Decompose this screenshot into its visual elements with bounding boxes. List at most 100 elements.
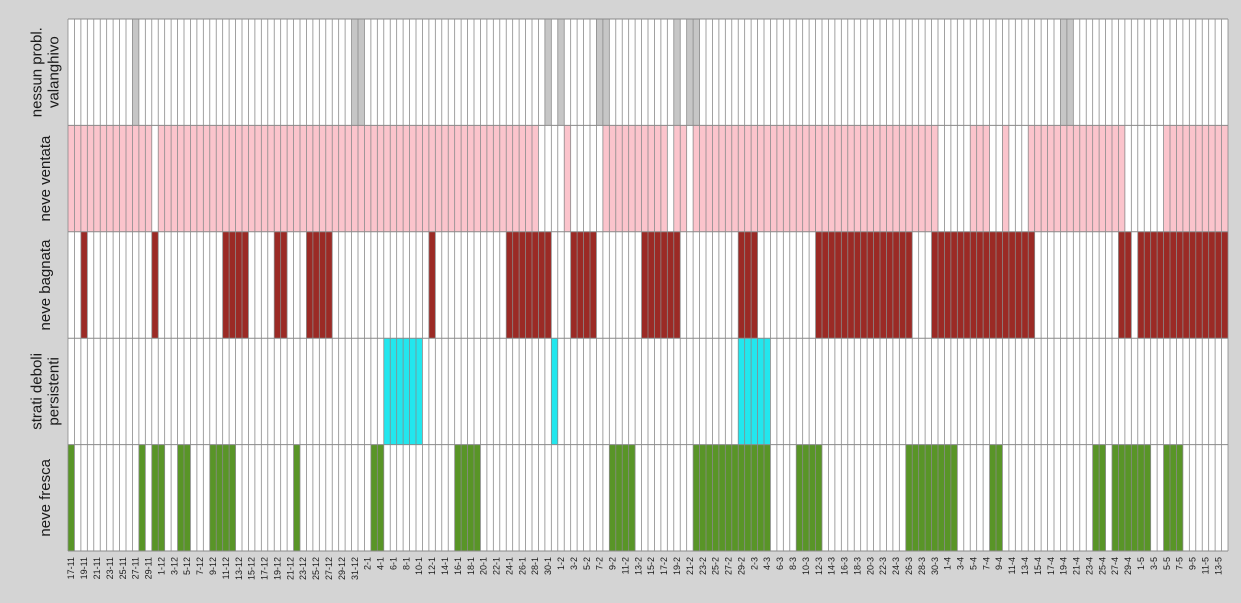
cell-1-118	[828, 125, 835, 232]
cell-1-35	[293, 125, 300, 232]
cell-4-144	[996, 444, 1003, 551]
cell-2-143	[989, 231, 996, 339]
row-labels: nessun probl. valanghivo neve ventata neve …	[28, 27, 62, 536]
cell-2-79	[577, 231, 584, 339]
cell-4-18	[184, 444, 191, 551]
tick-label-47: 19-2	[672, 557, 682, 575]
tick-label-62: 20-3	[865, 557, 875, 575]
tick-label-65: 26-3	[904, 557, 914, 575]
cell-1-131	[912, 125, 919, 232]
tick-label-82: 29-4	[1123, 557, 1133, 575]
cell-1-62	[467, 125, 474, 232]
cell-2-74	[544, 231, 552, 339]
cell-1-5	[100, 125, 107, 232]
cell-4-61	[461, 444, 468, 551]
tick-label-79: 23-4	[1084, 557, 1094, 575]
cell-2-32	[274, 231, 281, 339]
cell-2-117	[822, 231, 829, 339]
cell-1-66	[493, 125, 500, 232]
cell-1-117	[822, 125, 829, 232]
cell-4-166	[1137, 444, 1145, 551]
cell-1-47	[370, 125, 378, 232]
tick-label-41: 7-2	[595, 557, 605, 570]
cell-1-105	[744, 125, 752, 232]
tick-label-33: 22-1	[492, 557, 502, 575]
cell-1-12	[145, 125, 152, 232]
cell-4-115	[809, 444, 816, 551]
cell-2-71	[525, 231, 532, 339]
cell-1-30	[261, 125, 268, 232]
tick-label-69: 3-4	[956, 557, 966, 570]
cell-4-108	[764, 444, 771, 551]
tick-label-70: 5-4	[968, 557, 978, 570]
cell-1-54	[416, 125, 423, 232]
cell-2-120	[841, 231, 848, 339]
cell-4-102	[725, 444, 732, 551]
cell-1-18	[184, 125, 191, 232]
tick-label-27: 10-1	[414, 557, 424, 575]
tick-label-28: 12-1	[427, 557, 437, 575]
cell-2-163	[1118, 231, 1125, 339]
cell-1-51	[396, 125, 404, 232]
cell-1-154	[1060, 125, 1067, 232]
cell-3-75	[551, 338, 558, 445]
cell-2-142	[983, 231, 990, 339]
cell-1-65	[486, 125, 494, 232]
tick-label-2: 21-11	[92, 557, 102, 579]
cell-2-149	[1028, 231, 1035, 339]
cell-1-43	[345, 125, 352, 232]
cell-2-40	[325, 231, 333, 339]
row-separators	[68, 18, 1228, 552]
cell-1-152	[1047, 125, 1054, 232]
cell-1-145	[1002, 125, 1009, 232]
tick-label-29: 14-1	[440, 557, 450, 575]
cell-1-134	[931, 125, 938, 232]
cell-1-87	[628, 125, 636, 232]
cell-2-166	[1137, 231, 1145, 339]
cell-1-125	[873, 125, 880, 232]
tick-label-57: 10-3	[801, 557, 811, 575]
cell-4-130	[905, 444, 913, 551]
cell-1-50	[390, 125, 397, 232]
cell-1-170	[1163, 125, 1170, 232]
cell-2-135	[938, 231, 945, 339]
cell-1-129	[899, 125, 906, 232]
cell-1-123	[860, 125, 868, 232]
cell-4-97	[693, 444, 700, 551]
cell-1-111	[783, 125, 790, 232]
tick-label-10: 7-12	[195, 557, 205, 575]
tick-label-26: 8-1	[401, 557, 411, 570]
cell-1-151	[1041, 125, 1048, 232]
tick-label-16: 19-12	[272, 557, 282, 580]
cell-3-49	[383, 338, 391, 445]
cell-2-137	[950, 231, 958, 339]
cell-2-175	[1195, 231, 1203, 339]
cell-1-97	[693, 125, 700, 232]
tick-label-5: 27-11	[131, 557, 141, 579]
cell-1-38	[312, 125, 320, 232]
cell-2-25	[229, 231, 236, 339]
tick-label-48: 21-2	[685, 557, 695, 575]
cell-1-68	[506, 125, 513, 232]
cell-2-139	[963, 231, 971, 339]
cell-1-48	[377, 125, 384, 232]
tick-label-72: 9-4	[994, 557, 1004, 570]
cell-3-105	[744, 338, 752, 445]
tick-label-9: 5-12	[182, 557, 192, 575]
cell-1-36	[300, 125, 307, 232]
tick-label-89: 13-5	[1213, 557, 1223, 575]
cell-1-113	[796, 125, 803, 232]
cell-1-52	[403, 125, 410, 232]
cell-1-53	[409, 125, 416, 232]
cell-2-24	[222, 231, 230, 339]
cell-1-133	[925, 125, 932, 232]
cell-3-106	[751, 338, 758, 445]
cell-1-153	[1054, 125, 1061, 232]
tick-label-50: 25-2	[711, 557, 721, 575]
cell-1-45	[358, 125, 365, 232]
tick-label-58: 12-3	[814, 557, 824, 575]
cell-1-157	[1079, 125, 1087, 232]
tick-label-84: 3-5	[1149, 557, 1159, 570]
cell-2-127	[886, 231, 893, 339]
cell-4-22	[209, 444, 217, 551]
